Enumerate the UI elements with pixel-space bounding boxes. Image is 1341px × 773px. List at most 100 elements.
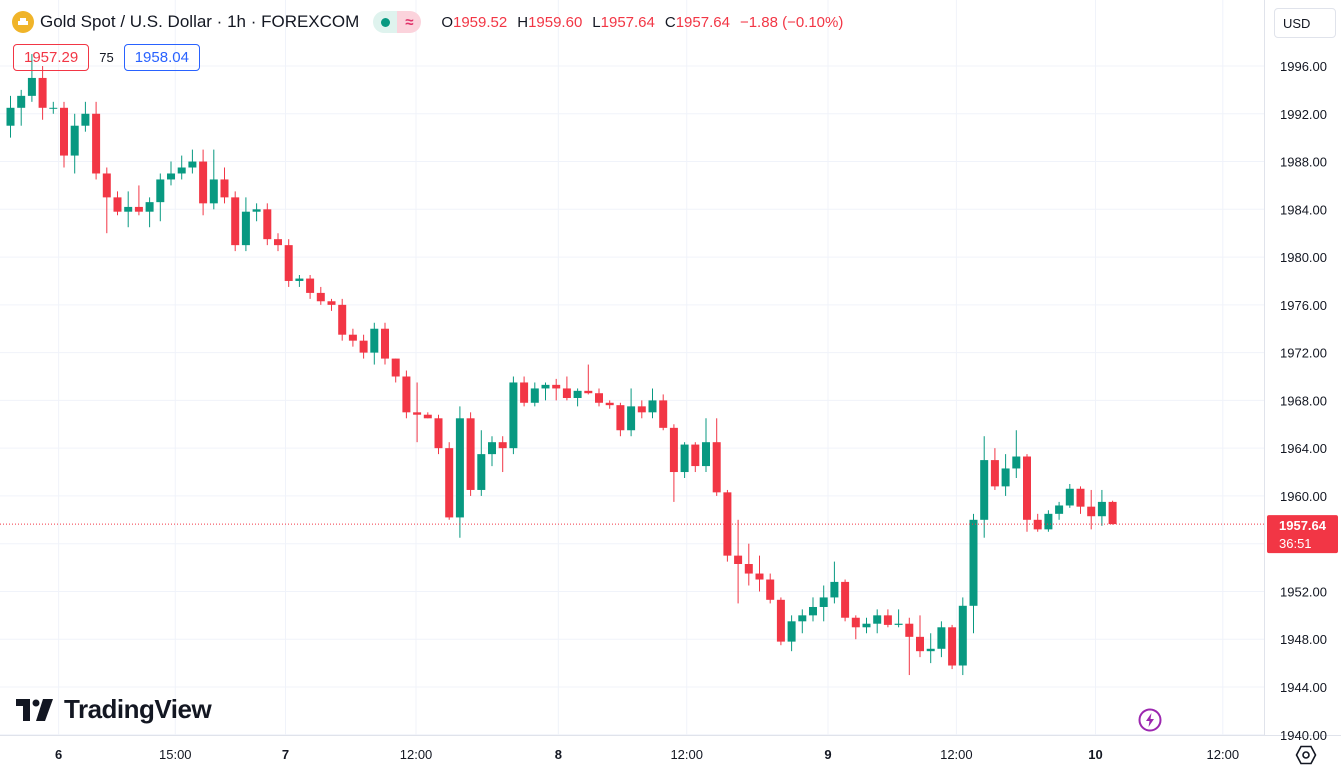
candle: [27, 54, 36, 102]
candle: [1065, 483, 1074, 508]
candle-body: [990, 460, 999, 487]
candle-body: [102, 173, 111, 198]
time-tick-label: 12:00: [940, 747, 973, 762]
candle: [873, 609, 882, 634]
market-status[interactable]: ≈: [373, 11, 422, 33]
candle: [905, 617, 914, 676]
candle-body: [1044, 513, 1053, 530]
candle: [809, 597, 817, 622]
candle-body: [744, 563, 753, 574]
candle-body: [680, 444, 689, 473]
candle: [252, 203, 261, 222]
candle: [445, 442, 454, 520]
candle-body: [969, 519, 978, 606]
candle: [49, 101, 58, 114]
candle: [937, 621, 946, 658]
candle-body: [1087, 506, 1096, 517]
candle: [102, 167, 111, 234]
candle: [851, 615, 860, 640]
candle-body: [894, 623, 903, 625]
candle: [819, 585, 828, 622]
price-axis[interactable]: 1940.001944.001948.001952.001956.001960.…: [1267, 59, 1338, 743]
candle-body: [209, 179, 218, 204]
candle-body: [937, 627, 946, 649]
candle: [916, 615, 924, 658]
candle-body: [926, 648, 935, 652]
tradingview-branding[interactable]: TradingView: [16, 694, 212, 725]
candle: [969, 513, 978, 634]
candle: [691, 442, 700, 473]
time-tick-label: 7: [282, 747, 289, 762]
candle-body: [145, 202, 154, 212]
candle: [990, 448, 999, 490]
candle-body: [787, 621, 796, 642]
candle: [434, 414, 443, 455]
candle-body: [1012, 456, 1021, 469]
candle: [348, 328, 357, 347]
candle: [477, 430, 486, 496]
time-tick-label: 10: [1088, 747, 1102, 762]
candle: [605, 400, 614, 409]
candle: [316, 286, 325, 305]
candle: [680, 442, 689, 479]
ohlc-values: O1959.52 H1959.60 L1957.64 C1957.64: [441, 14, 730, 31]
candle-body: [284, 245, 293, 281]
currency-selector[interactable]: USD: [1274, 8, 1336, 38]
candle-body: [627, 406, 636, 431]
sell-price-button[interactable]: 1957.29: [13, 44, 90, 71]
candle: [466, 412, 475, 496]
quote-panel: 1957.29 75 1958.04: [13, 44, 200, 71]
candle-body: [905, 623, 914, 637]
time-tick-label: 8: [555, 747, 562, 762]
candle-body: [70, 125, 79, 156]
candle: [177, 155, 186, 180]
candle-body: [348, 334, 357, 341]
candle: [712, 418, 721, 496]
candle: [883, 609, 892, 628]
candle: [1076, 486, 1085, 514]
candle: [274, 233, 282, 252]
price-tick-label: 1988.00: [1280, 155, 1327, 170]
candle-body: [17, 95, 26, 108]
candle: [220, 167, 229, 204]
candle-body: [1055, 505, 1064, 514]
candle-body: [830, 581, 839, 598]
candle: [573, 388, 582, 407]
candle-body: [734, 555, 743, 564]
candle-body: [338, 304, 347, 335]
candle-body: [916, 636, 924, 652]
candle-body: [488, 442, 496, 455]
candle-body: [402, 376, 411, 413]
candle-body: [6, 107, 15, 126]
candle-body: [1065, 488, 1074, 506]
price-tick-label: 1980.00: [1280, 250, 1327, 265]
candle-body: [252, 209, 261, 212]
ohlc-high: H1959.60: [517, 13, 583, 31]
candle: [295, 274, 304, 287]
candle: [541, 382, 550, 401]
candle-body: [809, 606, 817, 616]
buy-price-button[interactable]: 1958.04: [123, 44, 200, 71]
candle: [787, 615, 796, 652]
candle: [370, 322, 379, 365]
time-axis[interactable]: 6 15:00 7 12:00 8 12:00 9 12:00 10 12:00: [55, 747, 1239, 762]
candle: [659, 394, 668, 431]
candle-body: [1076, 488, 1085, 507]
candle-body: [27, 77, 36, 96]
candle-body: [980, 460, 989, 520]
candle: [926, 633, 935, 664]
candle-body: [851, 617, 860, 628]
candle: [841, 579, 850, 622]
candle: [391, 358, 400, 383]
candle-body: [455, 418, 464, 518]
candle: [830, 561, 839, 604]
candle-body: [648, 400, 657, 413]
flash-icon[interactable]: [1138, 708, 1162, 732]
symbol-title[interactable]: Gold Spot / U.S. Dollar · 1h · FOREXCOM: [40, 12, 360, 31]
candle: [167, 161, 175, 186]
candle: [616, 402, 625, 437]
candle-body: [466, 418, 475, 490]
settings-icon[interactable]: [1295, 744, 1317, 766]
candle-body: [841, 581, 850, 618]
